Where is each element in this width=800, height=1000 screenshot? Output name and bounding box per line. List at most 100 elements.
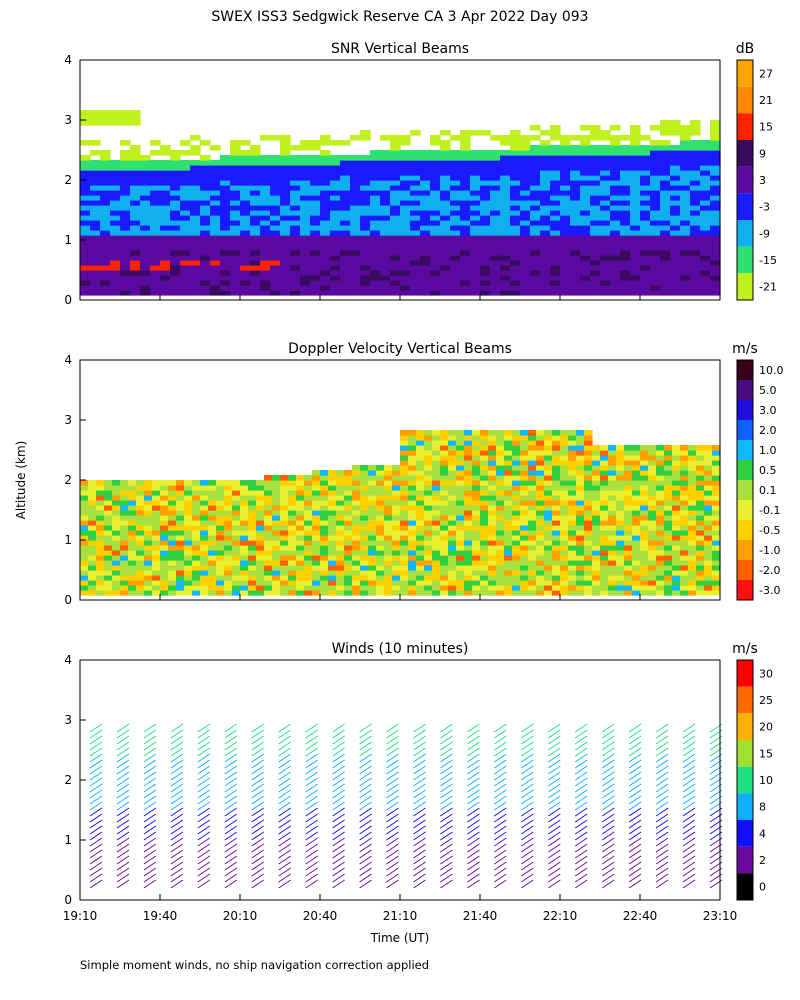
doppler-cell: [168, 560, 177, 566]
snr-cell: [540, 150, 551, 156]
snr-cell: [350, 160, 361, 166]
doppler-cell: [424, 435, 433, 441]
doppler-cell: [136, 505, 145, 511]
doppler-cell: [632, 575, 641, 581]
doppler-cell: [168, 570, 177, 576]
wind-barb: [386, 771, 399, 781]
snr-cell: [220, 180, 231, 186]
wind-barb: [574, 813, 588, 823]
doppler-cell: [328, 490, 337, 496]
snr-cell: [230, 265, 241, 271]
doppler-cell: [360, 575, 369, 581]
doppler-cell: [88, 500, 97, 506]
doppler-cell: [384, 490, 393, 496]
doppler-cell: [456, 500, 465, 506]
snr-cell: [350, 190, 361, 196]
snr-cell: [230, 190, 241, 196]
doppler-cell: [600, 590, 609, 596]
snr-cell: [490, 240, 501, 246]
doppler-cell: [528, 475, 537, 481]
snr-cell: [140, 255, 151, 261]
wind-barb: [467, 729, 480, 739]
doppler-cell: [544, 445, 553, 451]
snr-cell: [360, 135, 371, 141]
figure-title: SWEX ISS3 Sedgwick Reserve CA 3 Apr 2022…: [211, 9, 588, 25]
x-tick-label: 19:10: [63, 909, 98, 923]
snr-cell: [280, 175, 291, 181]
doppler-cell: [640, 520, 649, 526]
doppler-cell: [696, 470, 705, 476]
doppler-cell: [672, 465, 681, 471]
doppler-cell: [424, 590, 433, 596]
snr-cell: [500, 170, 511, 176]
doppler-cell: [168, 495, 177, 501]
doppler-cell: [392, 585, 401, 591]
snr-cell: [710, 225, 721, 231]
winds-colorbar-label: 30: [759, 667, 773, 680]
doppler-cell: [464, 575, 473, 581]
doppler-cell: [688, 555, 697, 561]
wind-barb: [332, 843, 345, 853]
snr-cell: [390, 180, 401, 186]
doppler-cell: [664, 505, 673, 511]
doppler-cell: [320, 530, 329, 536]
doppler-cell: [592, 505, 601, 511]
doppler-cell: [608, 480, 617, 486]
snr-cell: [160, 285, 171, 291]
wind-barb: [116, 795, 130, 805]
doppler-cell: [568, 465, 577, 471]
doppler-cell: [512, 545, 521, 551]
snr-cell: [560, 205, 571, 211]
snr-cell: [140, 260, 151, 266]
wind-barb: [251, 837, 264, 847]
snr-cell: [130, 120, 141, 126]
snr-cell: [300, 200, 311, 206]
snr-cell: [200, 160, 211, 166]
snr-cell: [590, 250, 601, 256]
doppler-cell: [632, 515, 641, 521]
wind-barb: [197, 747, 211, 757]
snr-cell: [90, 290, 101, 296]
snr-cell: [710, 135, 721, 141]
snr-cell: [190, 245, 201, 251]
doppler-cell: [504, 445, 513, 451]
doppler-cell: [144, 520, 153, 526]
snr-cell: [130, 260, 141, 266]
doppler-cell: [648, 515, 657, 521]
doppler-cell: [384, 515, 393, 521]
doppler-cell: [384, 575, 393, 581]
doppler-cell: [704, 525, 713, 531]
wind-barb: [628, 747, 642, 757]
snr-cell: [150, 225, 161, 231]
doppler-cell: [296, 495, 305, 501]
doppler-cell: [472, 495, 481, 501]
wind-barb: [574, 783, 588, 793]
doppler-cell: [96, 505, 105, 511]
doppler-cell: [104, 520, 113, 526]
doppler-cell: [376, 570, 385, 576]
snr-cell: [670, 285, 681, 291]
snr-cell: [80, 280, 91, 286]
snr-cell: [550, 170, 561, 176]
doppler-cell: [552, 510, 561, 516]
winds-colorbar-swatch: [737, 873, 753, 900]
snr-cell: [430, 195, 441, 201]
snr-cell: [650, 190, 661, 196]
snr-cell: [150, 275, 161, 281]
snr-cell: [540, 240, 551, 246]
doppler-cell: [616, 445, 625, 451]
wind-barb: [359, 783, 372, 793]
snr-cell: [640, 145, 651, 151]
snr-cell: [590, 130, 601, 136]
snr-cell: [350, 200, 361, 206]
doppler-cell: [208, 565, 217, 571]
snr-cell: [410, 225, 421, 231]
doppler-cell: [616, 590, 625, 596]
snr-cell: [520, 200, 531, 206]
snr-cell: [680, 280, 691, 286]
snr-cell: [270, 285, 281, 291]
doppler-cell: [456, 560, 465, 566]
snr-cell: [430, 210, 441, 216]
snr-cell: [230, 160, 241, 166]
doppler-cell: [392, 565, 401, 571]
